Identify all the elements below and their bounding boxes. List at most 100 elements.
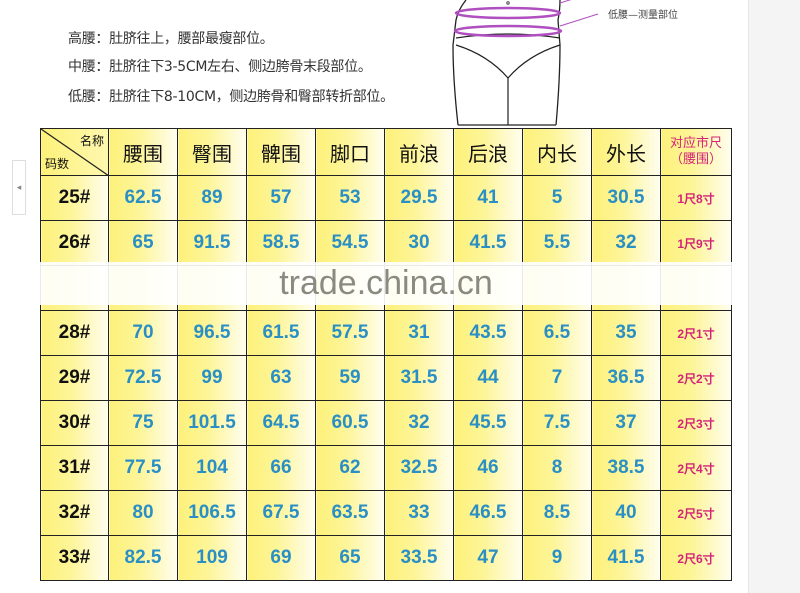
value-cell: 96.5 bbox=[177, 310, 247, 356]
value-cell: 40 bbox=[591, 490, 661, 536]
value-cell: 43.5 bbox=[453, 310, 523, 356]
shichi-cell: 2尺2寸 bbox=[660, 355, 732, 401]
value-cell: 29.5 bbox=[384, 175, 454, 221]
table-row: 31# 77.5 104 66 62 32.5 46 8 38.5 2尺4寸 bbox=[40, 445, 732, 491]
watermark-text: trade.china.cn bbox=[279, 264, 493, 302]
value-cell: 46 bbox=[453, 445, 523, 491]
value-cell: 58.5 bbox=[246, 220, 316, 266]
value-cell: 54.5 bbox=[315, 220, 385, 266]
value-cell: 53 bbox=[315, 175, 385, 221]
value-cell: 9 bbox=[522, 535, 592, 581]
shichi-cell: 2尺6寸 bbox=[660, 535, 732, 581]
table-row: 33# 82.5 109 69 65 33.5 47 9 41.5 2尺6寸 bbox=[40, 535, 732, 581]
header-cell: 内长 bbox=[522, 128, 592, 176]
shichi-cell: 2尺4寸 bbox=[660, 445, 732, 491]
value-cell: 67.5 bbox=[246, 490, 316, 536]
shichi-header-line2: （腰围） bbox=[669, 152, 722, 167]
value-cell: 61.5 bbox=[246, 310, 316, 356]
size-cell: 33# bbox=[40, 535, 109, 581]
value-cell: 80 bbox=[108, 490, 178, 536]
desc-low-waist: 低腰：肚脐往下8-10CM，侧边胯骨和臀部转折部位。 bbox=[68, 89, 394, 105]
value-cell: 7 bbox=[522, 355, 592, 401]
header-cell: 外长 bbox=[591, 128, 661, 176]
value-cell: 89 bbox=[177, 175, 247, 221]
value-cell: 106.5 bbox=[177, 490, 247, 536]
table-row: 25# 62.5 89 57 53 29.5 41 5 30.5 1尺8寸 bbox=[40, 175, 732, 221]
value-cell: 72.5 bbox=[108, 355, 178, 401]
value-cell: 32 bbox=[591, 220, 661, 266]
value-cell: 37 bbox=[591, 400, 661, 446]
value-cell: 33 bbox=[384, 490, 454, 536]
size-cell: 30# bbox=[40, 400, 109, 446]
value-cell: 8 bbox=[522, 445, 592, 491]
value-cell: 36.5 bbox=[591, 355, 661, 401]
value-cell: 41.5 bbox=[591, 535, 661, 581]
table-row: 29# 72.5 99 63 59 31.5 44 7 36.5 2尺2寸 bbox=[40, 355, 732, 401]
diagonal-line bbox=[41, 129, 109, 176]
value-cell: 60.5 bbox=[315, 400, 385, 446]
value-cell: 31.5 bbox=[384, 355, 454, 401]
value-cell: 6.5 bbox=[522, 310, 592, 356]
value-cell: 62.5 bbox=[108, 175, 178, 221]
value-cell: 99 bbox=[177, 355, 247, 401]
value-cell: 62 bbox=[315, 445, 385, 491]
corner-header-cell: 名称 码数 bbox=[40, 128, 109, 176]
table-row: 30# 75 101.5 64.5 60.5 32 45.5 7.5 37 2尺3寸 bbox=[40, 400, 732, 446]
prev-arrow-tab[interactable]: ◂ bbox=[12, 160, 26, 215]
size-cell: 32# bbox=[40, 490, 109, 536]
desc-mid-waist: 中腰：肚脐往下3-5CM左右、侧边胯骨末段部位。 bbox=[68, 59, 372, 75]
value-cell: 30.5 bbox=[591, 175, 661, 221]
shichi-cell: 2尺1寸 bbox=[660, 310, 732, 356]
value-cell: 32.5 bbox=[384, 445, 454, 491]
header-row: 名称 码数 腰围 臀围 髀围 脚口 前浪 后浪 内长 外长 对应市尺 （腰围） bbox=[40, 128, 732, 176]
corner-bottom-label: 码数 bbox=[45, 157, 70, 171]
page-side-strip bbox=[748, 0, 800, 593]
watermark-band: trade.china.cn bbox=[40, 262, 732, 305]
value-cell: 31 bbox=[384, 310, 454, 356]
value-cell: 57.5 bbox=[315, 310, 385, 356]
value-cell: 104 bbox=[177, 445, 247, 491]
value-cell: 7.5 bbox=[522, 400, 592, 446]
figure-label: 低腰—测量部位 bbox=[608, 10, 678, 21]
size-cell: 28# bbox=[40, 310, 109, 356]
value-cell: 69 bbox=[246, 535, 316, 581]
value-cell: 44 bbox=[453, 355, 523, 401]
value-cell: 30 bbox=[384, 220, 454, 266]
size-cell: 26# bbox=[40, 220, 109, 266]
shichi-header-line1: 对应市尺 bbox=[669, 135, 722, 151]
value-cell: 82.5 bbox=[108, 535, 178, 581]
value-cell: 41.5 bbox=[453, 220, 523, 266]
shichi-cell: 2尺5寸 bbox=[660, 490, 732, 536]
table-row: 28# 70 96.5 61.5 57.5 31 43.5 6.5 35 2尺1寸 bbox=[40, 310, 732, 356]
size-cell: 29# bbox=[40, 355, 109, 401]
header-cell: 臀围 bbox=[177, 128, 247, 176]
corner-top-label: 名称 bbox=[79, 134, 104, 148]
value-cell: 91.5 bbox=[177, 220, 247, 266]
header-cell: 髀围 bbox=[246, 128, 316, 176]
value-cell: 59 bbox=[315, 355, 385, 401]
header-cell: 前浪 bbox=[384, 128, 454, 176]
desc-high-waist: 高腰：肚脐往上，腰部最瘦部位。 bbox=[68, 31, 274, 47]
shichi-cell: 2尺3寸 bbox=[660, 400, 732, 446]
header-cell: 腰围 bbox=[108, 128, 178, 176]
value-cell: 65 bbox=[315, 535, 385, 581]
value-cell: 45.5 bbox=[453, 400, 523, 446]
value-cell: 8.5 bbox=[522, 490, 592, 536]
value-cell: 63.5 bbox=[315, 490, 385, 536]
chevron-left-icon: ◂ bbox=[16, 182, 22, 193]
table-row: 32# 80 106.5 67.5 63.5 33 46.5 8.5 40 2尺5寸 bbox=[40, 490, 732, 536]
header-cell-shichi: 对应市尺 （腰围） bbox=[660, 128, 732, 176]
value-cell: 38.5 bbox=[591, 445, 661, 491]
value-cell: 5.5 bbox=[522, 220, 592, 266]
value-cell: 46.5 bbox=[453, 490, 523, 536]
value-cell: 5 bbox=[522, 175, 592, 221]
value-cell: 35 bbox=[591, 310, 661, 356]
header-cell: 脚口 bbox=[315, 128, 385, 176]
value-cell: 64.5 bbox=[246, 400, 316, 446]
value-cell: 109 bbox=[177, 535, 247, 581]
value-cell: 33.5 bbox=[384, 535, 454, 581]
value-cell: 75 bbox=[108, 400, 178, 446]
shichi-cell: 1尺9寸 bbox=[660, 220, 732, 266]
value-cell: 101.5 bbox=[177, 400, 247, 446]
value-cell: 66 bbox=[246, 445, 316, 491]
